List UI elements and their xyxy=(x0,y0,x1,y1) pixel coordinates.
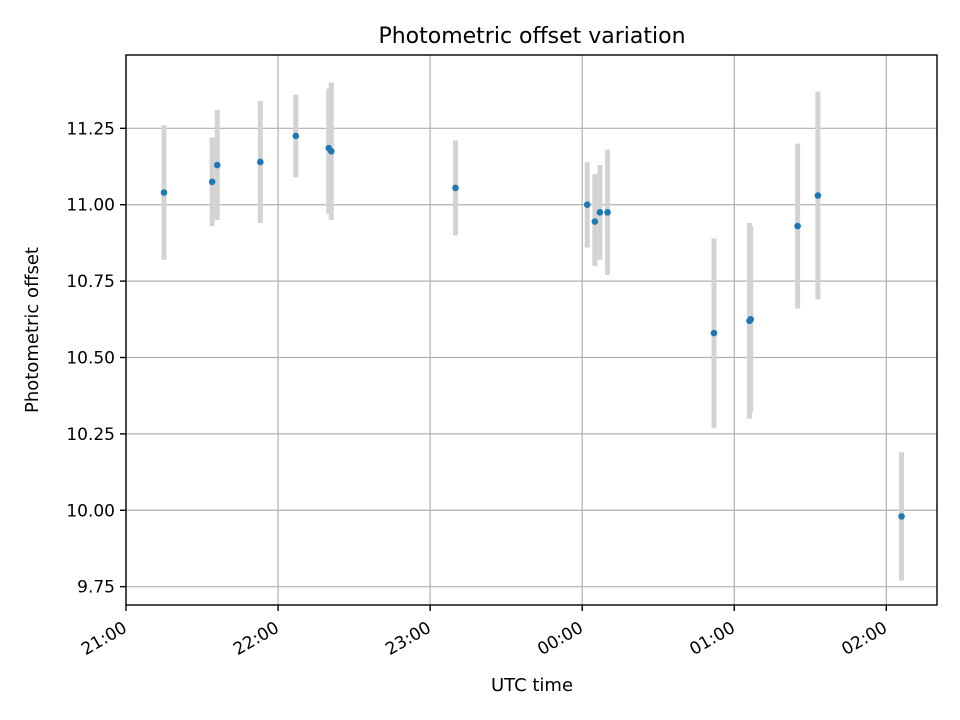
data-point xyxy=(327,147,335,155)
x-tick-label: 23:00 xyxy=(382,618,434,660)
data-point xyxy=(591,218,599,225)
chart-title: Photometric offset variation xyxy=(378,24,685,49)
data-point xyxy=(710,329,718,337)
x-tick-label: 21:00 xyxy=(78,618,130,660)
data-point xyxy=(213,161,221,169)
data-points xyxy=(160,132,905,520)
y-tick-label: 11.25 xyxy=(66,119,115,139)
y-tick-label: 10.25 xyxy=(66,425,115,445)
data-point xyxy=(257,158,264,166)
data-point xyxy=(814,192,822,199)
y-tick-label: 9.75 xyxy=(77,578,115,598)
x-axis-ticks: 21:00 22:00 23:00 00:00 01:00 02:00 xyxy=(78,605,891,660)
plot-frame xyxy=(125,54,938,606)
data-point xyxy=(583,201,591,209)
x-tick-label: 22:00 xyxy=(230,618,282,660)
data-point xyxy=(794,222,801,230)
y-tick-label: 10.50 xyxy=(66,349,115,369)
data-point xyxy=(208,178,216,186)
x-tick-label: 00:00 xyxy=(534,618,586,660)
data-point xyxy=(160,189,168,196)
x-axis-label: UTC time xyxy=(491,675,573,696)
y-tick-label: 11.00 xyxy=(66,196,115,216)
data-point xyxy=(898,513,905,520)
data-point xyxy=(292,132,300,140)
grid-lines xyxy=(125,55,937,605)
data-point xyxy=(604,209,611,216)
data-point xyxy=(747,316,755,323)
y-tick-label: 10.75 xyxy=(66,272,115,292)
data-point xyxy=(452,184,459,192)
error-bars xyxy=(161,82,905,581)
x-tick-label: 02:00 xyxy=(838,618,890,660)
y-tick-label: 10.00 xyxy=(66,501,115,521)
y-axis-ticks: 9.75 10.00 10.25 10.50 10.75 11.00 11.25 xyxy=(66,119,126,598)
y-axis-label: Photometric offset xyxy=(22,247,43,413)
data-point xyxy=(596,209,604,216)
x-tick-label: 01:00 xyxy=(686,618,738,660)
